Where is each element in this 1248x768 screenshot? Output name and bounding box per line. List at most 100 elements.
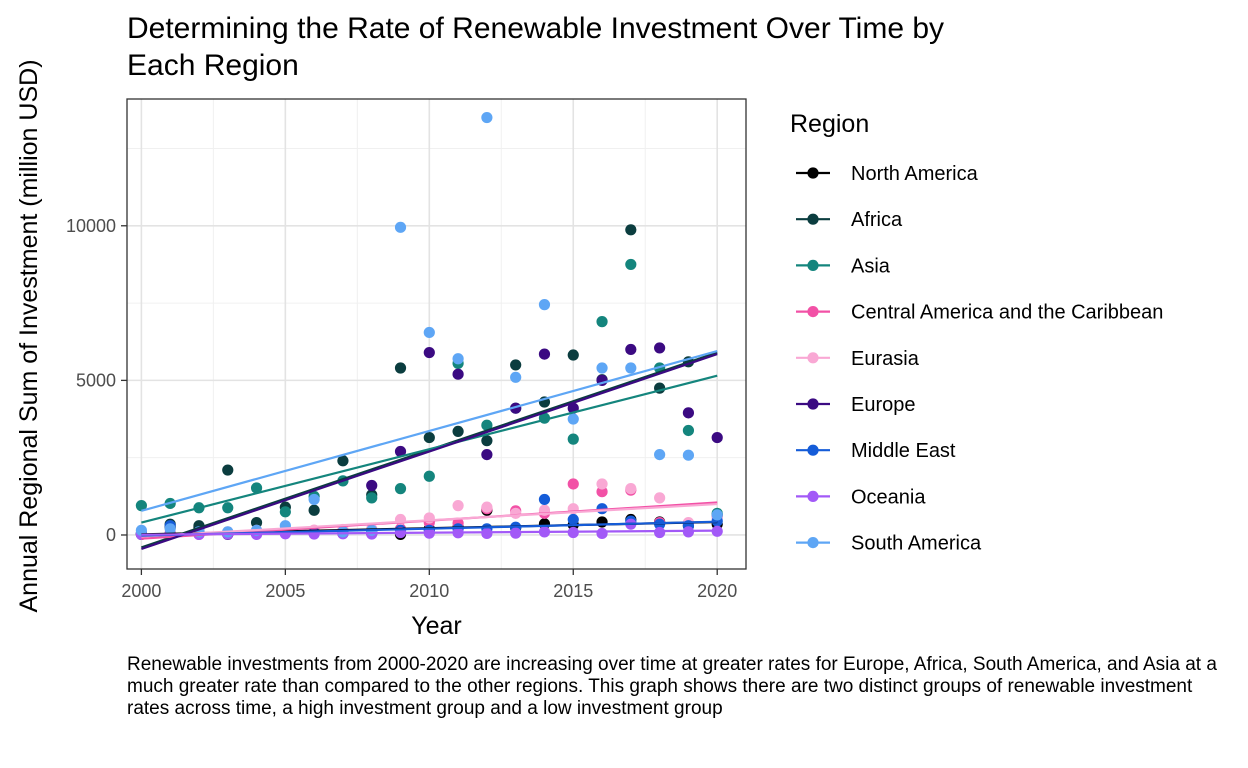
data-point [567, 433, 579, 445]
data-point [510, 359, 522, 371]
legend-item: Oceania [796, 486, 926, 508]
data-point [164, 523, 176, 535]
chart-caption: Renewable investments from 2000-2020 are… [127, 654, 1217, 719]
y-axis-title: Annual Regional Sum of Investment (milli… [15, 59, 43, 612]
data-point [596, 486, 608, 498]
legend-item: Eurasia [796, 348, 920, 370]
data-point [682, 424, 695, 437]
legend-item: South America [796, 533, 982, 555]
data-point [452, 368, 464, 380]
data-point [596, 527, 608, 540]
data-point [625, 224, 637, 236]
data-point [452, 353, 464, 365]
legend-item: Asia [796, 255, 891, 277]
legend-label: Central America and the Caribbean [851, 302, 1163, 324]
legend-key-point [807, 444, 819, 456]
data-point [682, 449, 695, 461]
data-point [654, 492, 666, 504]
axes: 2000 2005 2010 2015 2020 0 5000 10000 Year Annual… [15, 59, 737, 640]
x-tick-label: 2000 [121, 581, 161, 601]
legend-label: Oceania [851, 486, 926, 508]
legend: Region North America Africa Asia Central Ame… [790, 110, 1163, 555]
data-point [250, 482, 263, 494]
plot-background [127, 99, 746, 569]
legend-label: Asia [851, 255, 891, 277]
data-point [135, 500, 147, 512]
legend-item: North America [796, 163, 979, 185]
y-tick-label: 0 [106, 525, 116, 545]
data-point [481, 501, 493, 513]
data-point [394, 445, 407, 458]
data-point [625, 483, 637, 495]
legend-item: Europe [796, 394, 916, 416]
legend-label: Africa [851, 209, 903, 231]
legend-key-point [807, 352, 819, 364]
data-point [596, 316, 608, 328]
trend-line-7 [141, 529, 718, 536]
data-point [567, 349, 579, 361]
plot-border [126, 98, 747, 570]
trend-line-8 [141, 349, 718, 512]
data-point [481, 448, 493, 461]
data-point [250, 517, 263, 529]
data-point [625, 258, 637, 271]
data-point [654, 342, 666, 354]
legend-key-point [807, 490, 819, 502]
data-point [394, 221, 407, 233]
data-point [423, 326, 435, 339]
x-tick-label: 2005 [265, 581, 305, 601]
data-point [510, 371, 522, 383]
data-point [394, 483, 407, 495]
legend-label: Eurasia [851, 348, 920, 370]
trend-line-4 [141, 502, 718, 538]
data-point [222, 464, 234, 476]
data-point [510, 507, 522, 519]
data-point [567, 478, 579, 490]
data-point [308, 493, 320, 506]
data-point [481, 527, 493, 540]
data-point [423, 431, 435, 444]
data-point [394, 362, 407, 374]
data-point [337, 455, 349, 467]
data-point [308, 504, 320, 516]
data-point [366, 479, 378, 492]
data-point [452, 500, 464, 512]
data-point [452, 425, 464, 438]
legend-item: Middle East [796, 440, 956, 462]
legend-item: Central America and the Caribbean [796, 302, 1163, 324]
data-point [481, 435, 493, 447]
x-axis-title: Year [411, 612, 462, 640]
legend-key-point [807, 167, 819, 179]
data-point [596, 362, 608, 374]
data-point [625, 343, 637, 356]
legend-key-point [807, 213, 819, 225]
data-point [654, 448, 666, 461]
data-point [222, 502, 234, 514]
chart-title: Determining the Rate of Renewable Invest… [127, 12, 945, 82]
data-point [366, 492, 378, 504]
data-point [538, 348, 551, 360]
legend-label: North America [851, 163, 979, 185]
data-point [423, 346, 435, 359]
data-point [682, 407, 695, 419]
data-point [596, 516, 608, 528]
chart-canvas: 2000 2005 2010 2015 2020 0 5000 10000 Year Annual… [15, 59, 1163, 640]
legend-key-point [807, 306, 819, 318]
data-point [135, 524, 147, 536]
data-point [625, 362, 637, 374]
legend-key-point [807, 259, 819, 271]
data-point [711, 509, 723, 521]
data-point [711, 431, 723, 444]
y-tick-label: 5000 [76, 370, 116, 390]
legend-key-point [807, 537, 819, 549]
legend-item: Africa [796, 209, 903, 231]
legend-key-point [807, 398, 819, 410]
x-tick-label: 2010 [409, 581, 449, 601]
data-point [538, 493, 551, 506]
data-point [538, 299, 551, 311]
x-tick-label: 2015 [553, 581, 593, 601]
x-tick-label: 2020 [697, 581, 737, 601]
data-point [279, 506, 291, 518]
legend-label: Europe [851, 394, 916, 416]
data-point [481, 419, 493, 431]
